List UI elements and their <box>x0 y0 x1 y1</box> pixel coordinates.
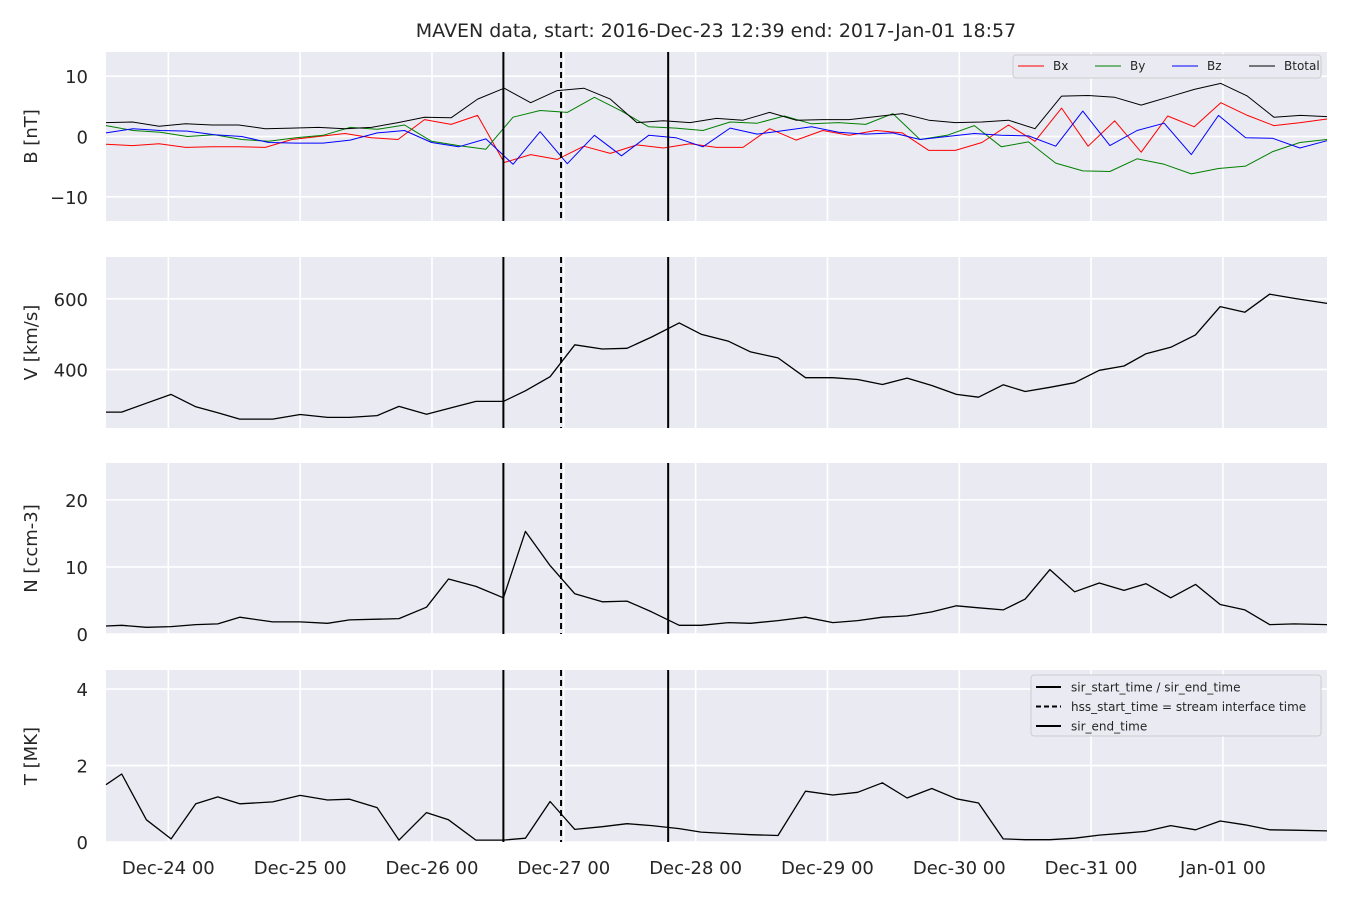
series-line-btotal <box>105 82 1328 130</box>
x-tick-label: Dec-24 00 <box>122 858 215 879</box>
series-legend: Bx By Bz Btotal <box>1012 54 1322 79</box>
vline-legend: sir_start_time / sir_end_time hss_start_t… <box>1030 674 1322 737</box>
panel-1: 600 400 V [km/s] <box>21 257 1328 428</box>
series-line-panel-3 <box>105 773 1328 841</box>
y-tick-label: 0 <box>77 625 88 646</box>
legend-box <box>1030 674 1322 737</box>
series-line-panel-1 <box>106 293 1328 420</box>
x-axis: Dec-24 00 Dec-25 00 Dec-26 00 Dec-27 00 Dec-… <box>122 858 1266 879</box>
series-line-by <box>105 96 1328 175</box>
panel-2: 20 10 0 N [ccm-3] <box>21 463 1328 646</box>
series-line-bx <box>105 102 1328 163</box>
y-tick-label: 10 <box>65 67 88 88</box>
y-axis-label: B [nT] <box>21 109 42 164</box>
y-tick-label: 0 <box>77 833 88 854</box>
y-tick-label: 4 <box>77 680 88 701</box>
y-tick-label: 10 <box>65 558 88 579</box>
panel-0: 10 0 −10 B [nT] Bx By Bz Btotal <box>21 52 1328 221</box>
y-tick-label: 600 <box>54 290 88 311</box>
plot-background <box>106 257 1327 428</box>
series-line-bz <box>105 110 1328 165</box>
legend-label-bz: Bz <box>1207 59 1222 73</box>
legend-label-by: By <box>1130 59 1145 73</box>
y-axis-label: T [MK] <box>21 727 42 786</box>
y-axis-label: N [ccm-3] <box>21 504 42 593</box>
x-tick-label: Dec-28 00 <box>649 858 742 879</box>
y-tick-label: −10 <box>50 188 88 209</box>
legend-label-vline: sir_end_time <box>1071 720 1147 734</box>
x-tick-label: Dec-26 00 <box>386 858 479 879</box>
y-tick-label: 2 <box>77 757 88 778</box>
legend-label-bx: Bx <box>1053 59 1068 73</box>
legend-label-btotal: Btotal <box>1284 59 1320 73</box>
y-tick-label: 0 <box>77 128 88 149</box>
x-tick-label: Jan-01 00 <box>1179 858 1266 879</box>
x-tick-label: Dec-31 00 <box>1045 858 1138 879</box>
y-axis-label: V [km/s] <box>21 305 42 380</box>
x-tick-label: Dec-29 00 <box>781 858 874 879</box>
x-tick-label: Dec-25 00 <box>254 858 347 879</box>
y-tick-label: 20 <box>65 491 88 512</box>
x-tick-label: Dec-27 00 <box>517 858 610 879</box>
legend-label-vline: hss_start_time = stream interface time <box>1071 700 1306 714</box>
chart-title: MAVEN data, start: 2016-Dec-23 12:39 end… <box>416 20 1016 42</box>
plot-background <box>106 463 1327 634</box>
legend-box <box>1012 54 1322 79</box>
x-tick-label: Dec-30 00 <box>913 858 1006 879</box>
legend-label-vline: sir_start_time / sir_end_time <box>1071 681 1241 695</box>
y-tick-label: 400 <box>54 361 88 382</box>
series-line-panel-2 <box>105 530 1328 628</box>
